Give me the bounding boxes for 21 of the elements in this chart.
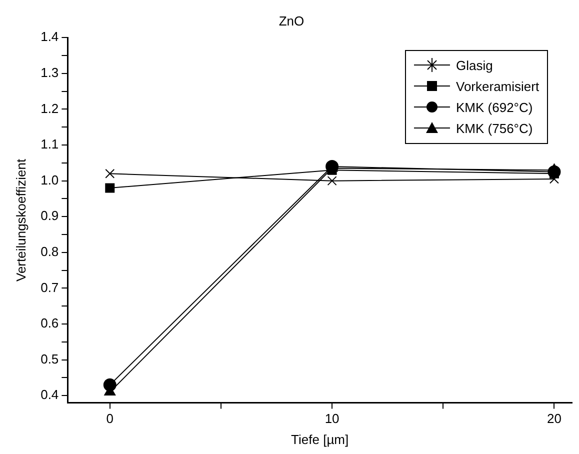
y-tick-label: 0.8: [40, 244, 59, 259]
y-tick-label: 0.5: [40, 351, 59, 366]
legend-label: KMK (756°C): [456, 120, 533, 136]
y-tick-label: 0.6: [40, 316, 59, 331]
y-tick-label: 1.4: [40, 29, 59, 44]
legend-label: Vorkeramisiert: [456, 78, 540, 94]
legend-label: Glasig: [456, 58, 493, 73]
x-tick-label: 20: [546, 411, 562, 426]
y-tick-label: 1.0: [40, 172, 59, 188]
x-tick-label: 0: [106, 411, 114, 426]
legend-label: KMK (692°C): [456, 100, 533, 115]
y-tick-label: 0.7: [40, 280, 59, 295]
x-tick-label: 10: [324, 411, 340, 426]
y-tick-label: 1.1: [40, 136, 59, 152]
y-tick-label: 0.9: [40, 208, 59, 224]
x-axis-title: Tiefe [µm]: [291, 432, 349, 447]
y-tick-label: 1.2: [40, 100, 59, 116]
y-axis-title: Verteilungskoeffizient: [13, 158, 28, 282]
y-tick-label: 0.4: [40, 387, 59, 402]
chart-title: ZnO: [278, 13, 304, 28]
y-tick-label: 1.3: [40, 64, 59, 80]
